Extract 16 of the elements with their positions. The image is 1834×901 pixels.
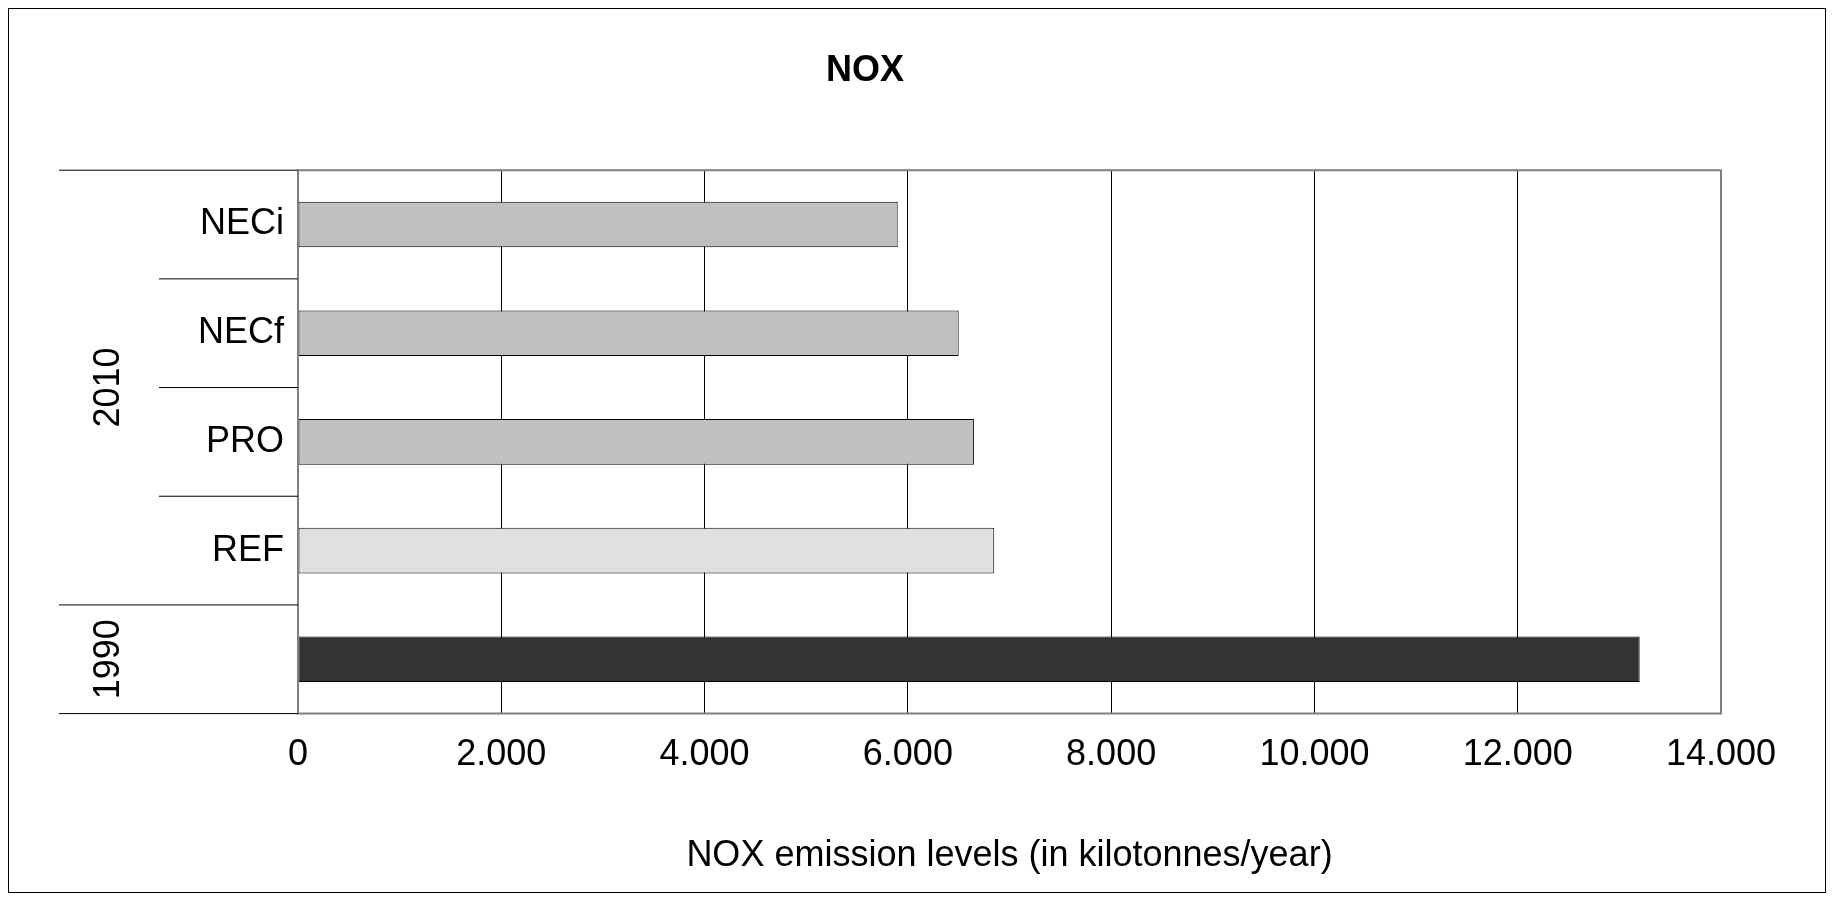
text: 1990 bbox=[85, 619, 127, 700]
y-tick-label: REF bbox=[212, 527, 284, 569]
x-tick-label: 4.000 bbox=[659, 732, 750, 774]
y-tick-label: NECi bbox=[199, 201, 284, 243]
x-tick-label: 2.000 bbox=[456, 732, 547, 774]
x-tick-label: 10.000 bbox=[1259, 732, 1370, 774]
chart-title: NOX bbox=[825, 47, 905, 89]
x-tick-label: 12.000 bbox=[1462, 732, 1573, 774]
y-tick-label: PRO bbox=[205, 418, 284, 460]
x-tick-label: 14.000 bbox=[1665, 732, 1777, 774]
x-axis-title: NOX emission levels (in kilotonnes/year) bbox=[686, 833, 1333, 875]
x-tick-label: 0 bbox=[287, 732, 309, 774]
x-tick-label: 8.000 bbox=[1066, 732, 1157, 774]
text: 2010 bbox=[85, 347, 127, 428]
x-tick-label: 6.000 bbox=[862, 732, 953, 774]
y-tick-label: NECf bbox=[197, 310, 285, 352]
